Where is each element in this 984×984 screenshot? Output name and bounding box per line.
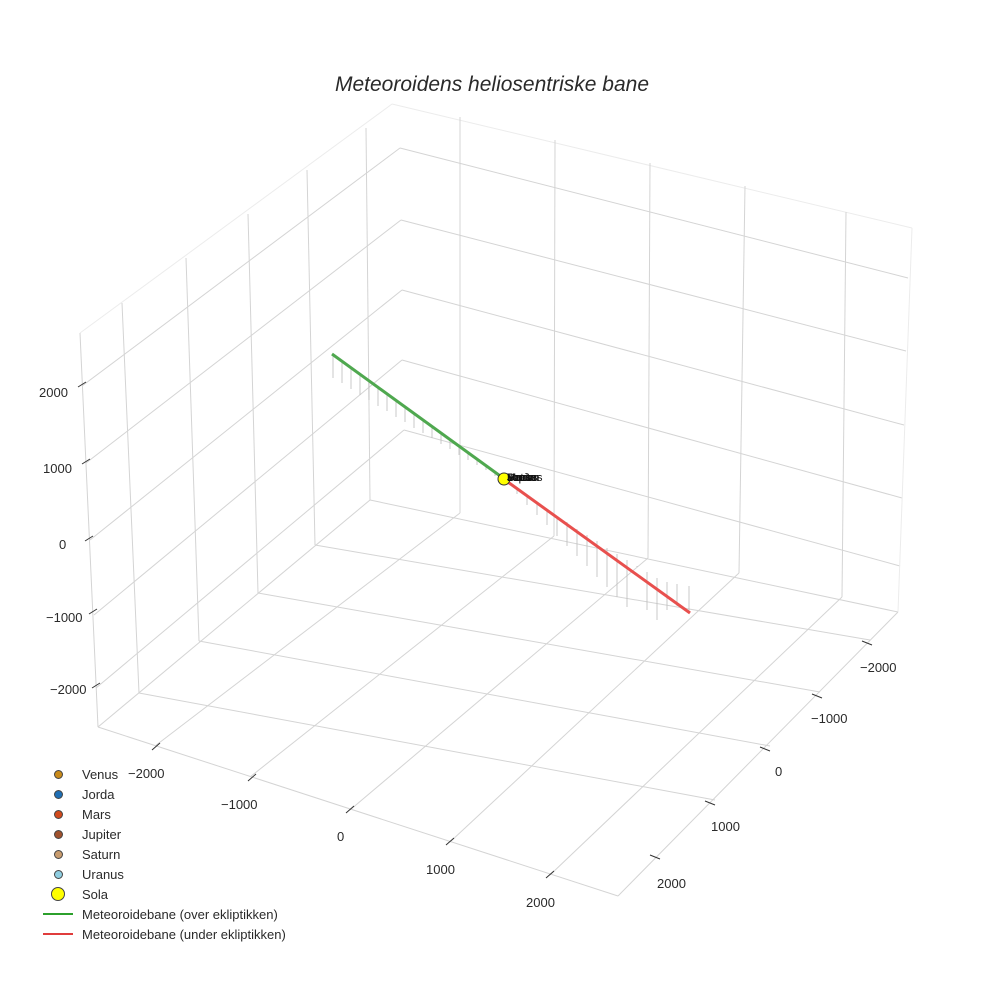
legend-label: Meteoroidebane (over ekliptikken) [82,906,278,922]
legend-item-jupiter[interactable]: Jupiter [38,824,286,844]
x-tick-label: 2000 [526,895,555,910]
green-line-icon [43,913,73,915]
planet-label-jupiter: Jupiter [507,472,540,484]
legend-label: Venus [82,766,119,782]
legend-item-uranus[interactable]: Uranus [38,864,286,884]
jorda-marker-icon [53,789,63,799]
legend-label: Jorda [82,786,115,802]
red-line-icon [43,933,73,935]
venus-marker-icon [53,769,63,779]
grid-back-wall-left [79,103,405,728]
z-tick-label: 2000 [39,385,68,400]
planet-label-venus: Venus [507,472,538,484]
x-tick-label: −1000 [221,797,258,812]
sun-marker[interactable] [497,472,511,486]
uranus-marker-icon [53,869,63,879]
legend-item-mars[interactable]: Mars [38,804,286,824]
planet-label-saturn: Saturn [507,472,539,484]
front-vertical-edge [79,332,99,728]
z-tick-label: 1000 [43,461,72,476]
y-tick-label: −1000 [811,711,848,726]
legend-label: Sola [82,886,109,902]
jupiter-marker-icon [53,829,63,839]
chart-title: Meteoroidens heliosentriske bane [334,73,650,96]
axis-ticks [77,381,873,879]
y-tick-label: 0 [775,764,783,779]
z-tick-label: 0 [59,537,67,552]
y-tick-label: 2000 [657,876,686,891]
legend-item-jorda[interactable]: Jorda [38,784,286,804]
y-tick-label: 1000 [711,819,740,834]
legend-item-under-ecliptic[interactable]: Meteoroidebane (under ekliptikken) [38,924,286,944]
planet-label-uranus: Uranus [507,472,543,484]
x-tick-label: 0 [337,829,345,844]
z-tick-label: −2000 [50,682,87,697]
legend: Venus Jorda Mars Jupiter Saturn Uranus S… [38,764,286,944]
planet-labels-overlap: Venus Jorda Mars Jupiter Saturn Uranus [507,472,543,484]
legend-item-over-ecliptic[interactable]: Meteoroidebane (over ekliptikken) [38,904,286,924]
planet-label-jorda: Jorda [507,472,535,484]
legend-item-sola[interactable]: Sola [38,884,286,904]
mars-marker-icon [53,809,63,819]
saturn-marker-icon [53,849,63,859]
legend-label: Meteoroidebane (under ekliptikken) [82,926,286,942]
grid-back-wall-right [369,103,913,613]
legend-label: Jupiter [82,826,122,842]
trajectory-under-ecliptic[interactable] [504,478,691,615]
trajectory-over-ecliptic[interactable] [331,352,504,480]
legend-item-saturn[interactable]: Saturn [38,844,286,864]
x-tick-label: −2000 [128,766,165,781]
planet-label-mars: Mars [507,472,532,484]
legend-item-venus[interactable]: Venus [38,764,286,784]
x-tick-label: 1000 [426,862,455,877]
legend-label: Mars [82,806,111,822]
y-tick-label: −2000 [860,660,897,675]
legend-label: Saturn [82,846,121,862]
grid-floor [97,512,899,897]
legend-label: Uranus [82,866,124,882]
z-tick-label: −1000 [46,610,83,625]
drop-lines-under [516,490,690,620]
sun-marker-icon [51,887,65,901]
